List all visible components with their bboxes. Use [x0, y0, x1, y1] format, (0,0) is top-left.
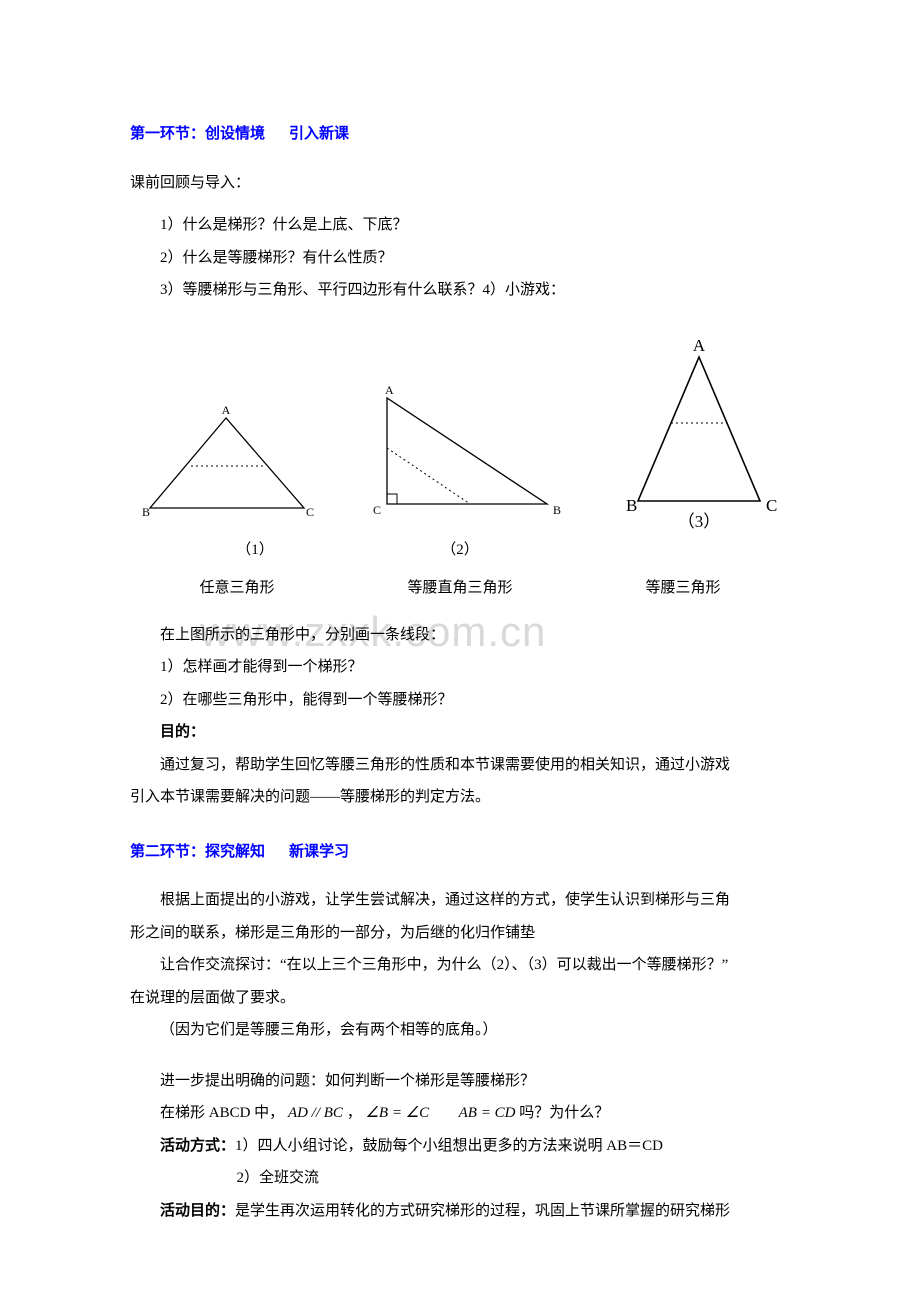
figure-3-label: 等腰三角形 — [598, 574, 768, 603]
section1-intro: 课前回顾与导入： — [130, 169, 790, 198]
activity-1: 1）四人小组讨论，鼓励每个小组想出更多的方法来说明 AB＝CD — [235, 1138, 663, 1154]
section2-title-b: 新课学习 — [289, 844, 349, 860]
section2-title-a: 第二环节：探究解知 — [130, 844, 265, 860]
figure-3: A B C （3） — [614, 335, 784, 530]
svg-text:C: C — [766, 496, 777, 515]
svg-text:B: B — [553, 503, 561, 517]
svg-text:A: A — [693, 336, 706, 355]
goal-text: 是学生再次运用转化的方式研究梯形的过程，巩固上节课所掌握的研究梯形 — [235, 1203, 730, 1219]
p6-e: AB = CD — [459, 1105, 516, 1121]
section1-title: 第一环节：创设情境 引入新课 — [130, 120, 790, 149]
activity-line-1: 活动方式：1）四人小组讨论，鼓励每个小组想出更多的方法来说明 AB＝CD — [130, 1132, 790, 1161]
section2-title: 第二环节：探究解知 新课学习 — [130, 838, 790, 867]
figure-3-num-placeholder — [580, 536, 750, 565]
svg-text:C: C — [373, 503, 381, 517]
svg-text:B: B — [626, 496, 637, 515]
p6-a: 在梯形 ABCD 中， — [160, 1105, 284, 1121]
triangle-1-svg: A B C — [136, 400, 316, 530]
goal-label: 活动目的： — [160, 1203, 235, 1219]
p6-c: ， — [347, 1105, 362, 1121]
figure-1: A B C — [136, 400, 316, 530]
svg-text:C: C — [306, 505, 314, 519]
goal-line: 活动目的：是学生再次运用转化的方式研究梯形的过程，巩固上节课所掌握的研究梯形 — [130, 1197, 790, 1226]
svg-text:A: A — [222, 403, 231, 417]
section2-p5: 进一步提出明确的问题：如何判断一个梯形是等腰梯形？ — [130, 1067, 790, 1096]
purpose-label: 目的： — [160, 718, 790, 747]
section2-p1: 根据上面提出的小游戏，让学生尝试解决，通过这样的方式，使学生认识到梯形与三角 — [130, 886, 790, 915]
activity-label: 活动方式： — [160, 1138, 235, 1154]
section2-p6: 在梯形 ABCD 中， AD // BC ， ∠B = ∠C AB = CD 吗… — [130, 1099, 790, 1128]
purpose-text2: 引入本节课需要解决的问题——等腰梯形的判定方法。 — [130, 783, 790, 812]
triangle-3-svg: A B C （3） — [614, 335, 784, 530]
p6-b: AD // BC — [288, 1105, 343, 1121]
section1-q2: 2）什么是等腰梯形？有什么性质？ — [160, 244, 790, 273]
section2-p2: 形之间的联系，梯形是三角形的一部分，为后继的化归作铺垫 — [130, 919, 790, 948]
purpose-text1: 通过复习，帮助学生回忆等腰三角形的性质和本节课需要使用的相关知识，通过小游戏 — [160, 751, 790, 780]
section2-p4: （因为它们是等腰三角形，会有两个相等的底角。） — [130, 1016, 790, 1045]
figures-row: A B C A C B A B C — [130, 335, 790, 530]
svg-text:B: B — [142, 505, 150, 519]
section2-p3a: 让合作交流探讨：“在以上三个三角形中，为什么（2）、（3）可以裁出一个等腰梯形？… — [130, 951, 790, 980]
figure-numbers-row: （1） （2） — [130, 536, 790, 565]
page-content: 第一环节：创设情境 引入新课 课前回顾与导入： 1）什么是梯形？什么是上底、下底？… — [130, 120, 790, 1225]
figure-1-num: （1） — [170, 536, 340, 565]
section1-line3: 2）在哪些三角形中，能得到一个等腰梯形？ — [160, 686, 790, 715]
figure-2: A C B — [365, 380, 565, 530]
svg-text:A: A — [385, 383, 394, 397]
figure-2-num: （2） — [375, 536, 545, 565]
section1-title-b: 引入新课 — [289, 126, 349, 142]
section1-line1: 在上图所示的三角形中，分别画一条线段： — [160, 621, 790, 650]
activity-2: 2）全班交流 — [130, 1164, 790, 1193]
figure-labels-row: 任意三角形 等腰直角三角形 等腰三角形 — [130, 574, 790, 603]
p6-d: ∠B = ∠C — [365, 1105, 429, 1121]
p6-f: 吗？为什么？ — [519, 1105, 609, 1121]
figure-1-label: 任意三角形 — [152, 574, 322, 603]
section1-title-a: 第一环节：创设情境 — [130, 126, 265, 142]
triangle-2-svg: A C B — [365, 380, 565, 530]
section1-q3: 3）等腰梯形与三角形、平行四边形有什么联系？4）小游戏： — [160, 276, 790, 305]
section1-line2: 1）怎样画才能得到一个梯形？ — [160, 653, 790, 682]
section2-p3b: 在说理的层面做了要求。 — [130, 984, 790, 1013]
section1-q1: 1）什么是梯形？什么是上底、下底？ — [160, 211, 790, 240]
figure-3-num: （3） — [678, 512, 721, 530]
figure-2-label: 等腰直角三角形 — [375, 574, 545, 603]
